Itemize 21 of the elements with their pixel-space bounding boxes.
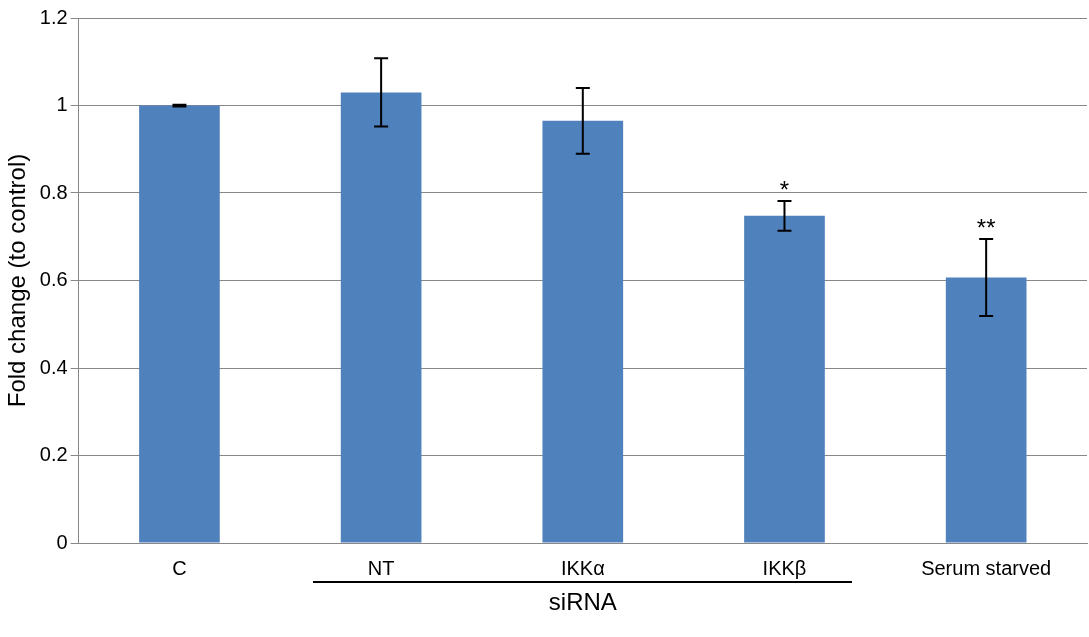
y-tick-label: 1 (56, 93, 68, 116)
y-tick-label: 1.2 (39, 5, 68, 28)
y-tick-label: 0.2 (39, 443, 68, 466)
annotation: ** (976, 213, 996, 241)
x-tick-label: C (172, 556, 187, 579)
bar (139, 105, 220, 543)
y-tick-label: 0.6 (39, 268, 68, 291)
bar (340, 92, 422, 543)
bar (945, 277, 1027, 543)
y-tick-label: 0 (56, 530, 68, 553)
y-axis-title: Fold change (to control) (3, 153, 31, 408)
y-tick-label: 0.8 (39, 180, 68, 203)
y-tick-label: 0.4 (39, 355, 68, 378)
x-tick-label: IKKα (560, 556, 605, 579)
bar (542, 120, 624, 543)
bar (744, 215, 825, 543)
text: siRNA (548, 587, 617, 615)
x-tick-label: NT (367, 556, 395, 579)
x-tick-label: Serum starved (921, 556, 1052, 579)
x-tick-label: IKKβ (762, 556, 807, 579)
annotation: * (779, 175, 790, 203)
